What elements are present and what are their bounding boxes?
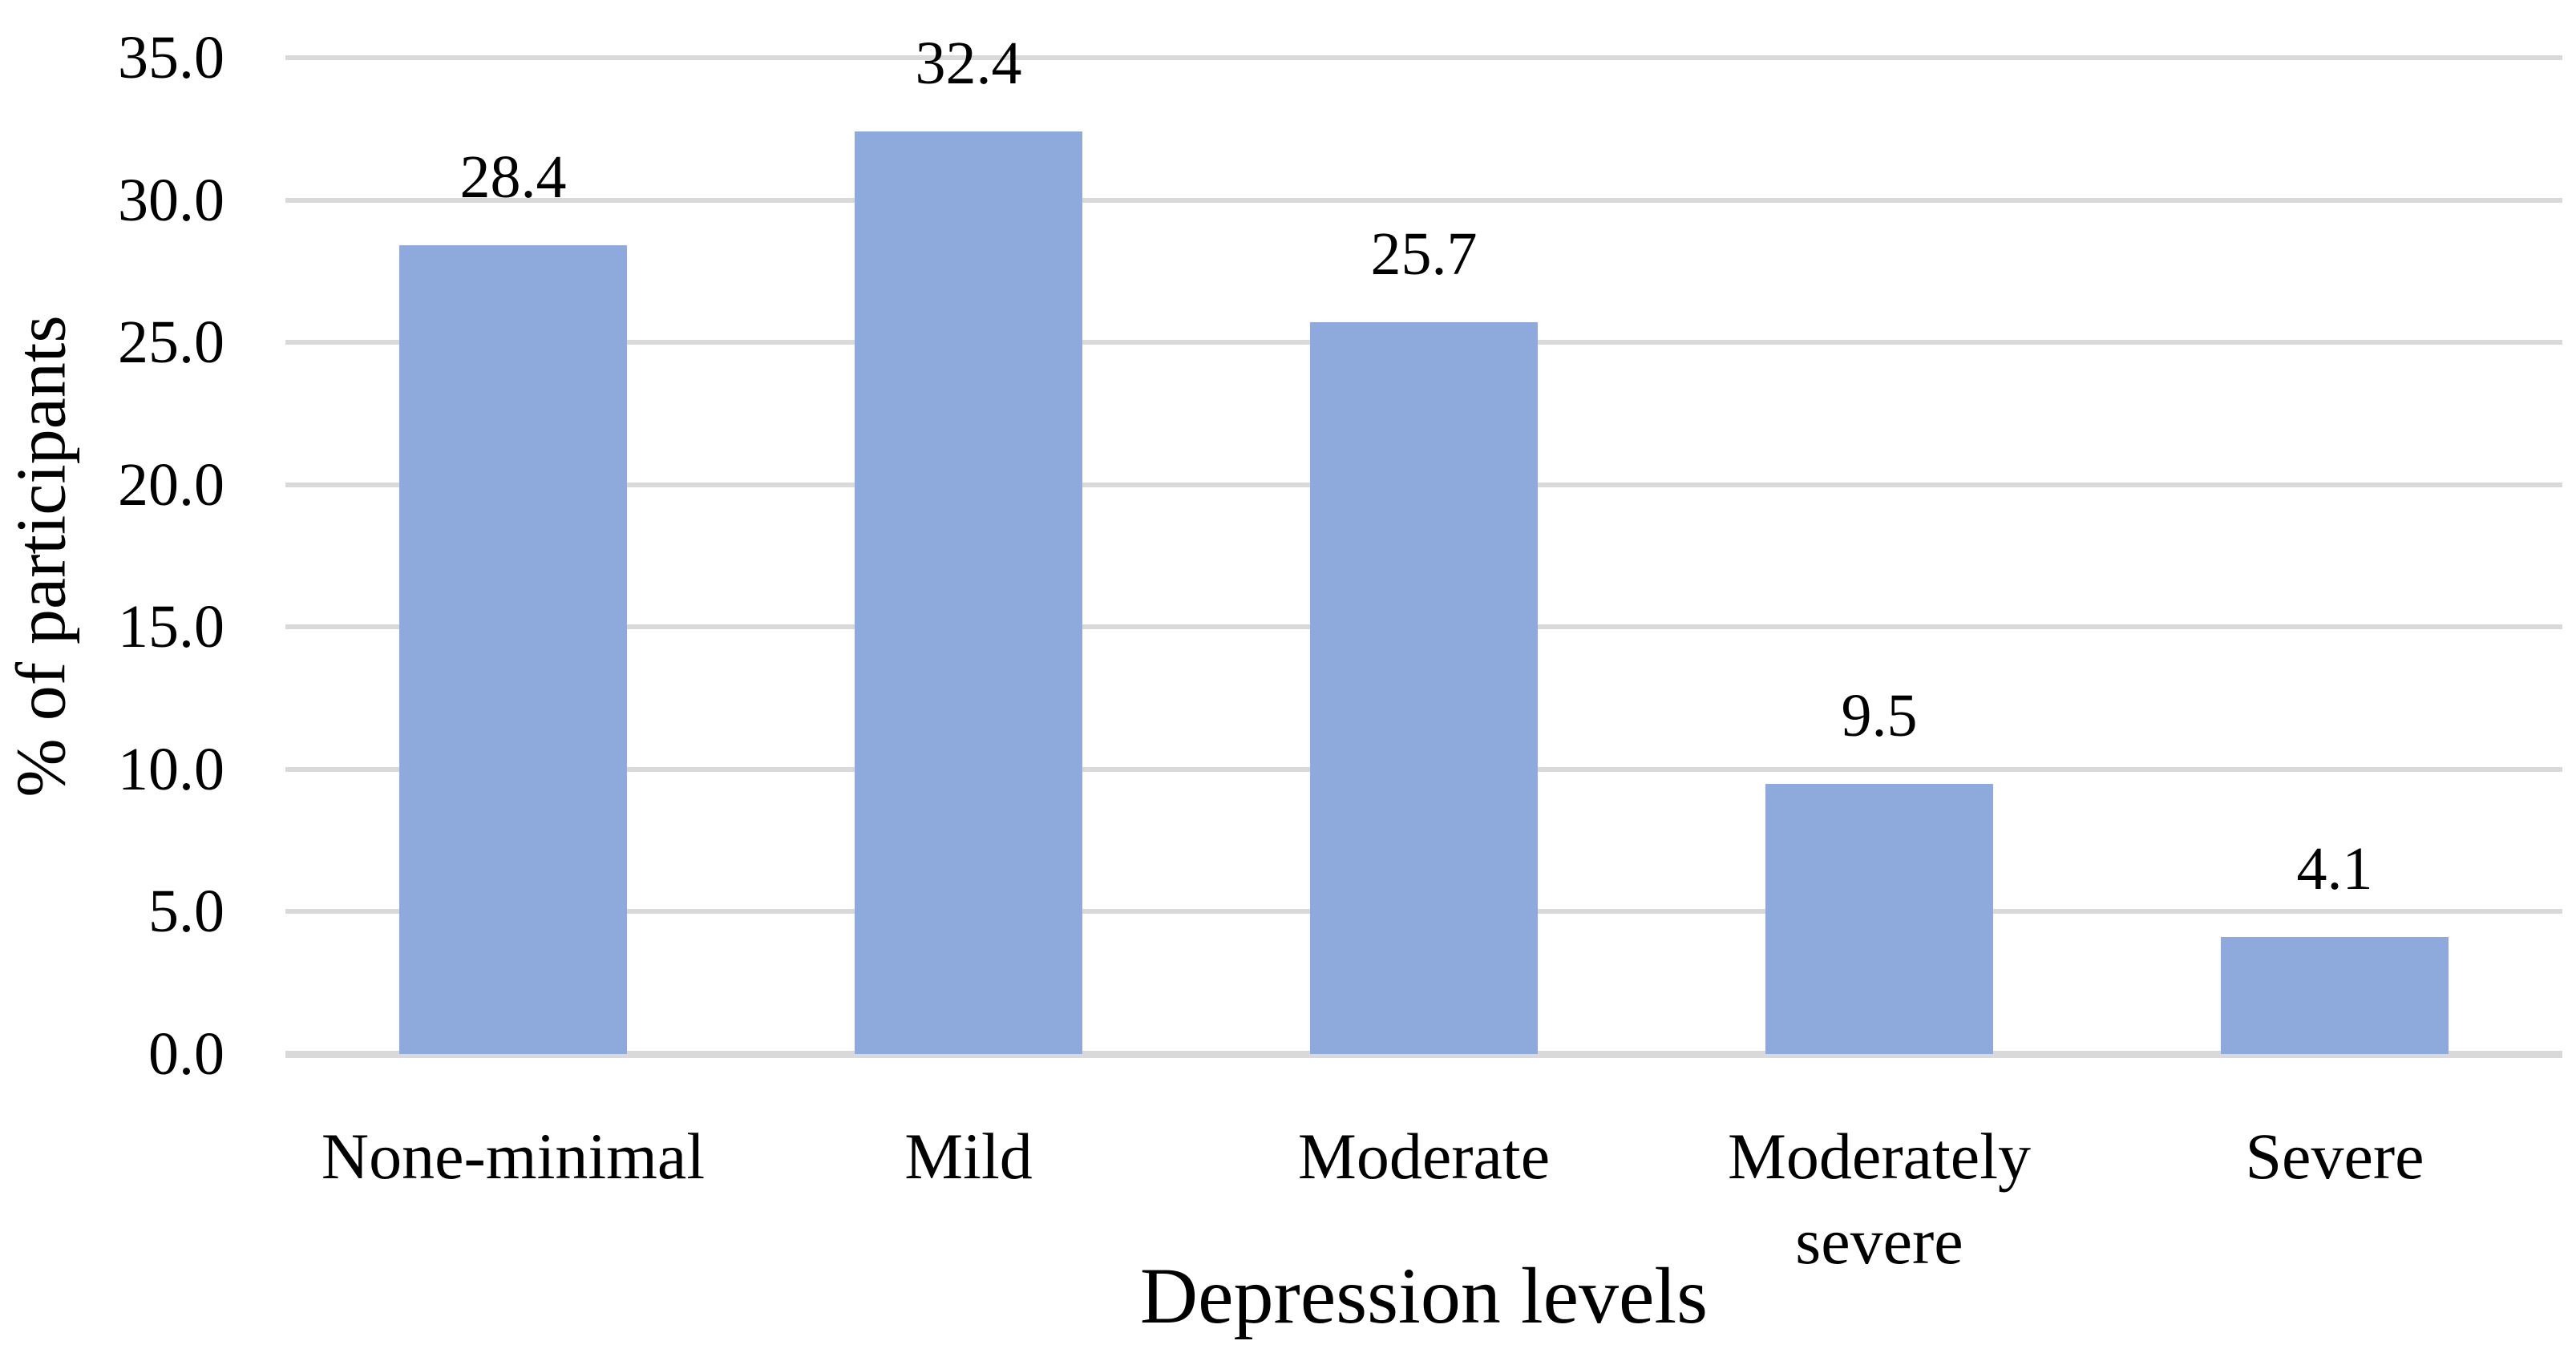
y-axis-title: % of participants xyxy=(2,315,81,798)
x-axis-line xyxy=(285,1051,2562,1058)
category-label-mild: Mild xyxy=(904,1120,1033,1193)
y-tick-label-15.0: 15.0 xyxy=(118,593,224,661)
bar-mild xyxy=(855,131,1082,1054)
gridline-30 xyxy=(285,197,2562,203)
y-tick-label-25.0: 25.0 xyxy=(118,309,224,377)
data-label-4.1: 4.1 xyxy=(2296,835,2373,903)
bar-none-minimal xyxy=(399,245,627,1054)
category-label-moderately-severe: Moderately severe xyxy=(1728,1120,2031,1278)
y-tick-label-10.0: 10.0 xyxy=(118,735,224,803)
category-label-moderate: Moderate xyxy=(1297,1120,1551,1193)
y-tick-label-35.0: 35.0 xyxy=(118,24,224,91)
data-label-28.4: 28.4 xyxy=(459,143,567,212)
category-label-none-minimal: None-minimal xyxy=(321,1120,706,1193)
bar-severe xyxy=(2221,937,2449,1054)
category-label-severe: Severe xyxy=(2245,1120,2424,1193)
plot-area: 28.4 32.4 25.7 9.5 4.1 xyxy=(285,31,2562,1058)
data-label-32.4: 32.4 xyxy=(915,30,1022,98)
bar-moderate xyxy=(1310,322,1538,1054)
y-tick-label-30.0: 30.0 xyxy=(118,166,224,234)
y-tick-label-5.0: 5.0 xyxy=(148,878,224,946)
y-tick-label-0.0: 0.0 xyxy=(148,1020,224,1088)
bar-moderately-severe xyxy=(1765,783,1993,1054)
y-tick-label-20.0: 20.0 xyxy=(118,450,224,519)
x-axis-title: Depression levels xyxy=(1139,1251,1709,1340)
data-label-25.7: 25.7 xyxy=(1370,220,1478,289)
gridline-35 xyxy=(285,55,2562,60)
data-label-9.5: 9.5 xyxy=(1841,681,1918,749)
